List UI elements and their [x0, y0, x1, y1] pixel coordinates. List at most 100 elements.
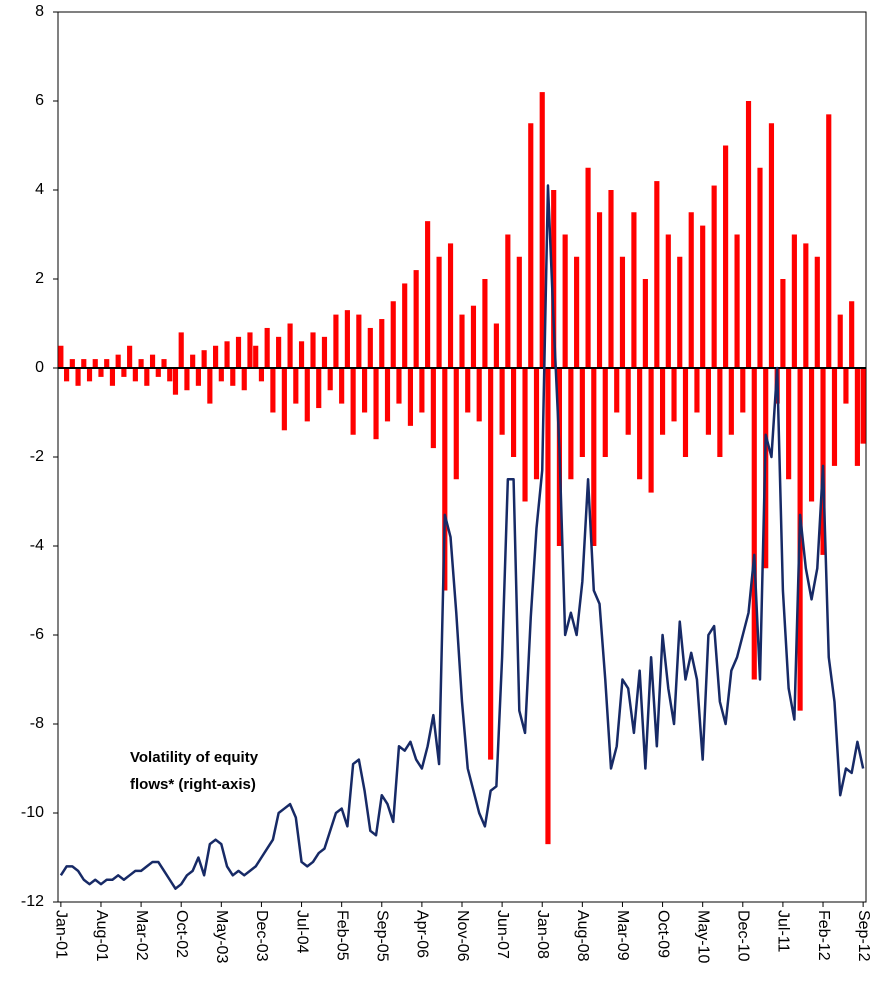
bar: [648, 368, 654, 493]
bar: [860, 368, 866, 444]
y-tick-label: -6: [30, 626, 44, 643]
bar: [591, 368, 597, 546]
bar: [453, 368, 459, 480]
bar: [562, 234, 568, 368]
bar: [803, 243, 809, 368]
bar: [390, 301, 396, 368]
bar: [585, 167, 591, 368]
bar: [447, 243, 454, 368]
bar: [161, 359, 167, 368]
bar: [184, 368, 190, 391]
bar: [201, 350, 207, 368]
bar: [442, 368, 448, 591]
y-tick-label: 0: [35, 359, 44, 376]
bar: [333, 314, 339, 368]
bar: [207, 368, 213, 404]
bar: [516, 256, 522, 368]
bar: [419, 368, 425, 413]
bar: [740, 368, 746, 413]
x-tick-label: Sep-05: [374, 910, 391, 962]
bar: [144, 368, 150, 386]
bar: [470, 305, 477, 368]
bar: [253, 345, 259, 368]
bar: [533, 368, 540, 480]
bar: [149, 354, 156, 368]
x-tick-label: Aug-08: [574, 910, 591, 962]
bar: [293, 368, 299, 404]
bar: [482, 279, 488, 368]
y-tick-label: -10: [21, 804, 44, 821]
bar: [430, 368, 436, 449]
x-tick-label: Oct-02: [173, 910, 190, 958]
bar: [258, 368, 265, 382]
bar: [539, 92, 545, 368]
bar: [407, 368, 414, 426]
bar: [310, 332, 316, 368]
bar: [728, 368, 734, 435]
bar: [637, 368, 643, 480]
bar: [849, 301, 855, 368]
bar: [230, 368, 236, 386]
bar: [510, 368, 517, 457]
bar: [195, 368, 201, 386]
bar: [190, 354, 196, 368]
bar: [75, 368, 81, 386]
bar: [745, 101, 752, 368]
bar: [705, 368, 711, 435]
x-tick-label: Mar-09: [614, 910, 631, 961]
bar: [281, 368, 287, 431]
bar: [711, 185, 717, 368]
bar: [224, 341, 230, 368]
bar: [155, 368, 161, 377]
bar: [837, 314, 843, 368]
bar: [843, 368, 849, 404]
bar: [854, 368, 860, 466]
bar: [522, 368, 528, 502]
bar: [459, 314, 465, 368]
x-tick-label: Feb-05: [333, 910, 350, 961]
bar: [339, 368, 345, 404]
x-tick-label: Jan-08: [534, 910, 551, 959]
y-tick-label: -12: [21, 893, 44, 910]
bar: [402, 283, 408, 368]
bar: [654, 181, 660, 368]
y-tick-label: 4: [35, 181, 44, 198]
bar: [814, 256, 820, 368]
bar: [671, 368, 677, 422]
y-tick-label: 2: [35, 270, 44, 287]
x-tick-label: Jan-01: [53, 910, 70, 959]
bar: [602, 368, 608, 457]
bar: [167, 368, 173, 382]
bar: [287, 323, 293, 368]
bar: [413, 270, 419, 368]
bar: [379, 319, 385, 368]
bar: [213, 345, 219, 368]
bar: [528, 123, 534, 368]
bar: [115, 354, 121, 368]
bar: [682, 368, 689, 457]
bar: [619, 256, 626, 368]
bar: [488, 368, 494, 760]
bar: [86, 368, 93, 382]
x-tick-label: Jul-11: [775, 910, 792, 952]
bar: [69, 359, 75, 368]
bar: [608, 190, 614, 368]
bar: [545, 368, 551, 845]
bar: [304, 368, 310, 422]
bar: [367, 327, 373, 368]
bar: [321, 336, 328, 368]
bar: [723, 145, 729, 368]
bar: [700, 225, 706, 368]
x-tick-label: May-03: [213, 910, 230, 963]
bar: [92, 359, 98, 368]
y-tick-label: -8: [30, 715, 44, 732]
x-tick-label: May-10: [694, 910, 711, 963]
bar: [499, 368, 505, 435]
bar: [831, 368, 838, 466]
bar: [81, 359, 87, 368]
bar: [298, 341, 305, 368]
bar: [276, 336, 282, 368]
bar: [218, 368, 224, 382]
bar: [493, 323, 499, 368]
bar: [327, 368, 333, 391]
